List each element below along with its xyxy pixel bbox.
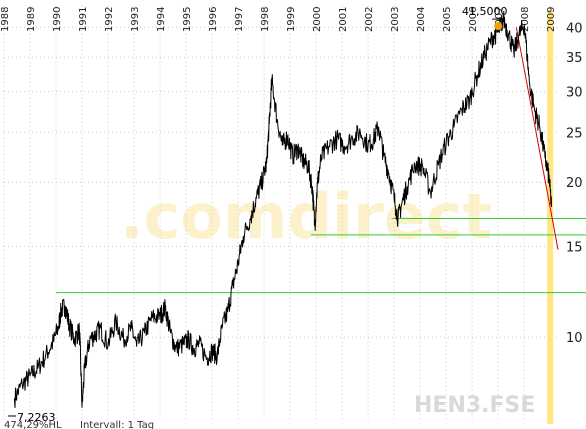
x-tick-label: 1991 <box>78 7 89 32</box>
x-tick-label: 1995 <box>182 7 193 32</box>
y-tick-label: 40 <box>566 21 583 36</box>
x-tick-label: 2006 <box>468 7 479 32</box>
ticker-symbol: HEN3.FSE <box>414 393 535 418</box>
y-axis-tick-labels: 10 15 20 25 30 35 40 <box>566 21 583 346</box>
y-tick-label: 10 <box>566 331 583 346</box>
footer-interval: Intervall: 1 Tag <box>80 420 154 429</box>
high-value-label: 41,5000 <box>462 5 508 18</box>
marker-layer <box>547 10 554 424</box>
x-tick-label: 1997 <box>234 7 245 32</box>
y-tick-label: 20 <box>566 176 583 191</box>
x-tick-label: 1999 <box>286 7 297 32</box>
x-tick-label: 2008 <box>520 7 531 32</box>
current-date-marker <box>547 10 554 424</box>
y-tick-label: 15 <box>566 240 583 255</box>
y-tick-label: 25 <box>566 126 583 141</box>
comdirect-watermark: .comdirect <box>120 180 492 253</box>
trendline-layer <box>515 27 559 250</box>
downtrend-line <box>515 27 559 250</box>
high-marker-dot <box>494 22 503 31</box>
annotations: 41,5000 7,2263 <box>8 5 508 424</box>
x-tick-label: 2003 <box>390 7 401 32</box>
x-tick-label: 1994 <box>156 7 167 32</box>
x-tick-label: 1990 <box>52 7 63 32</box>
x-tick-label: 1993 <box>130 7 141 32</box>
price-series <box>13 10 552 409</box>
x-tick-label: 1996 <box>208 7 219 32</box>
grid-layer <box>3 6 558 420</box>
low-value-label: 7,2263 <box>17 411 56 424</box>
price-line <box>13 10 552 409</box>
x-tick-label: 2002 <box>364 7 375 32</box>
x-tick-label: 1992 <box>104 7 115 32</box>
y-tick-label: 30 <box>566 86 583 101</box>
watermark-layer: .comdirect <box>120 180 492 253</box>
x-tick-label: 1998 <box>260 7 271 32</box>
x-tick-label: 2004 <box>416 7 427 32</box>
x-tick-label: 2005 <box>442 7 453 32</box>
x-tick-label: 1989 <box>26 7 37 32</box>
x-tick-label: 2009 <box>546 7 557 32</box>
x-tick-label: 1988 <box>0 7 11 32</box>
y-tick-label: 35 <box>566 51 583 66</box>
x-tick-label: 2000 <box>312 7 323 32</box>
support-lines <box>56 218 586 294</box>
x-tick-label: 2001 <box>338 7 349 32</box>
footer-range: 474,29%HL <box>4 420 62 429</box>
